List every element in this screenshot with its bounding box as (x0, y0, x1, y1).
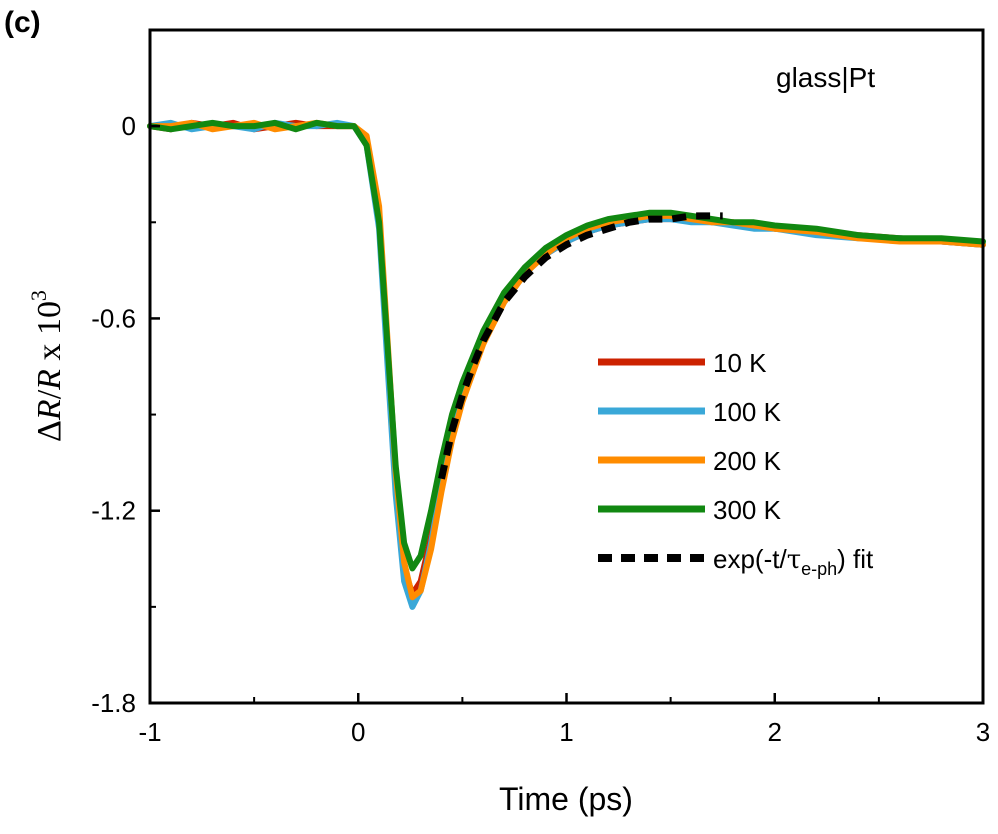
series-line-3 (147, 119, 986, 572)
legend-label-2: 200 K (713, 446, 782, 476)
panel-label: (c) (4, 6, 41, 39)
y-tick-label-2: -1.2 (91, 496, 136, 526)
y-tick-label-1: -0.6 (91, 303, 136, 333)
legend-label-3: 300 K (713, 495, 782, 525)
annotation-label: glass|Pt (776, 62, 875, 93)
legend-label-1: 100 K (713, 397, 782, 427)
x-tick-label-0: -1 (138, 717, 161, 747)
y-tick-label-0: 0 (122, 111, 136, 141)
series-line-1 (147, 119, 986, 610)
series-line-0 (147, 119, 986, 597)
y-title-delta: Δ (31, 420, 68, 442)
legend-label-0: 10 K (713, 348, 767, 378)
legend-fit-tau: τ (787, 545, 801, 575)
legend-fit-prefix: exp(-t/ (713, 544, 787, 574)
x-tick-label-1: 0 (351, 717, 365, 747)
y-title-times: x 10 (31, 301, 68, 369)
y-tick-label-3: -1.8 (91, 688, 136, 718)
y-title-slash: / (31, 389, 68, 399)
x-axis: -1 0 1 2 3 (138, 693, 990, 747)
y-axis-title: ΔR/R x 103 (26, 290, 68, 442)
legend-fit-suffix: ) fit (837, 544, 874, 574)
series-line-2 (147, 119, 986, 601)
x-tick-label-3: 2 (768, 717, 782, 747)
x-tick-label-4: 3 (976, 717, 990, 747)
legend-label-4: exp(-t/τe-ph) fit (713, 544, 874, 579)
y-title-r2: R (31, 369, 68, 391)
x-axis-title: Time (ps) (499, 781, 633, 817)
y-title-r1: R (31, 399, 68, 421)
x-tick-label-2: 1 (559, 717, 573, 747)
series-line-4 (438, 212, 723, 480)
series-layer (147, 119, 986, 610)
legend: 10 K 100 K 200 K 300 K exp(-t/τe-ph) fit (598, 348, 874, 579)
y-axis: 0 -0.6 -1.2 -1.8 (91, 111, 160, 718)
legend-fit-subscript: e-ph (801, 559, 837, 579)
y-title-exponent: 3 (26, 290, 51, 301)
